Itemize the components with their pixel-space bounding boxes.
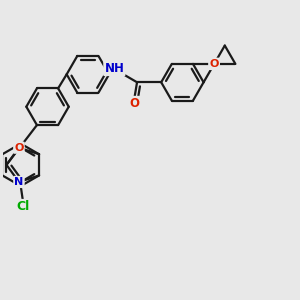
Text: Cl: Cl	[16, 200, 30, 213]
Text: O: O	[14, 143, 24, 153]
Text: O: O	[209, 59, 219, 69]
Text: O: O	[209, 59, 219, 69]
Text: O: O	[129, 97, 139, 110]
Text: NH: NH	[104, 62, 124, 75]
Text: N: N	[14, 177, 24, 187]
